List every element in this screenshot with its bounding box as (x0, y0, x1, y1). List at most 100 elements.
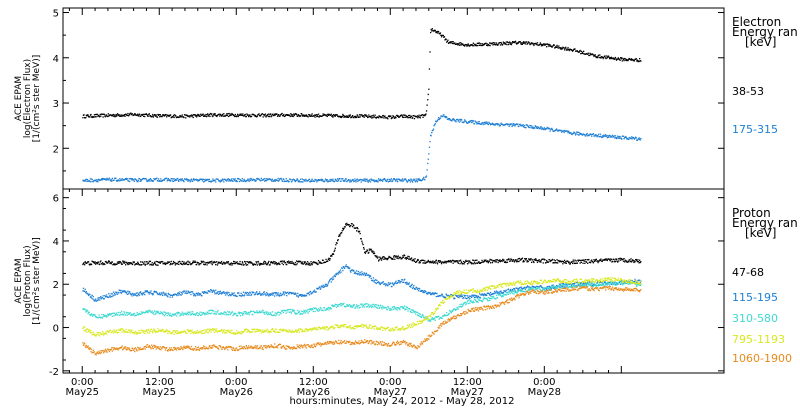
data-point (249, 262, 251, 264)
data-point (390, 307, 392, 310)
data-point (363, 115, 365, 117)
data-point (609, 58, 611, 60)
data-point (405, 282, 407, 284)
data-point (433, 125, 435, 127)
data-point (343, 179, 346, 181)
data-point (386, 258, 388, 260)
data-point (528, 289, 530, 291)
data-point (305, 295, 308, 297)
data-point (412, 309, 414, 312)
data-point (501, 260, 503, 262)
data-point (486, 261, 488, 263)
data-point (428, 68, 431, 70)
data-point (465, 44, 468, 46)
data-point (582, 262, 584, 264)
data-point (157, 310, 159, 313)
data-point (367, 304, 369, 307)
data-point (179, 314, 182, 316)
data-point (497, 261, 499, 264)
data-point (126, 312, 128, 314)
proton-legend-title: Proton (732, 206, 771, 220)
data-point (602, 57, 604, 60)
data-point (532, 288, 534, 290)
data-point (336, 114, 338, 116)
data-point (498, 123, 500, 125)
data-point (563, 259, 566, 261)
data-point (234, 261, 236, 263)
data-point (473, 294, 475, 296)
data-point (268, 294, 271, 296)
data-point (274, 263, 276, 265)
data-point (209, 115, 211, 118)
data-point (636, 139, 638, 141)
data-point (189, 179, 191, 182)
data-point (308, 114, 310, 116)
data-point (310, 114, 312, 116)
data-point (196, 294, 198, 296)
data-point (299, 293, 301, 296)
data-point (103, 113, 105, 115)
data-point (175, 294, 178, 296)
data-point (587, 285, 589, 287)
data-point (247, 261, 249, 263)
data-point (392, 179, 394, 181)
data-point (101, 113, 104, 115)
data-point (143, 113, 145, 116)
data-point (279, 294, 281, 296)
data-point (462, 304, 464, 306)
data-point (461, 305, 463, 308)
data-point (174, 180, 176, 182)
data-point (475, 44, 477, 46)
data-point (197, 292, 200, 294)
data-point (311, 264, 313, 266)
data-point (294, 312, 296, 314)
data-point (628, 58, 630, 60)
data-point (607, 135, 609, 137)
data-point (536, 44, 538, 46)
data-point (584, 262, 586, 264)
data-point (640, 261, 642, 263)
data-point (241, 313, 243, 315)
data-point (355, 115, 357, 118)
data-point (416, 261, 418, 263)
data-point (178, 293, 180, 295)
data-point (361, 115, 364, 118)
data-point (180, 294, 182, 296)
data-point (107, 262, 109, 264)
data-point (503, 259, 505, 261)
data-point (160, 294, 162, 296)
data-point (326, 283, 328, 286)
data-point (116, 332, 119, 334)
data-point (603, 56, 605, 59)
data-point (393, 116, 395, 118)
data-point (496, 43, 498, 45)
data-point (170, 260, 172, 263)
data-point (422, 262, 424, 264)
data-point (486, 294, 488, 297)
data-point (189, 291, 191, 293)
data-point (535, 125, 537, 128)
data-point (181, 178, 183, 180)
data-point (573, 285, 576, 287)
data-point (334, 274, 336, 276)
data-point (473, 301, 475, 304)
data-point (613, 136, 615, 138)
data-point (332, 114, 335, 116)
data-point (263, 292, 265, 294)
data-point (514, 260, 516, 262)
data-point (240, 113, 242, 115)
data-point (236, 295, 238, 297)
data-point (413, 311, 416, 313)
data-point (100, 260, 102, 262)
data-point (577, 259, 579, 261)
data-point (296, 313, 298, 315)
data-point (474, 298, 476, 300)
data-point (412, 258, 414, 261)
data-point (343, 305, 346, 307)
data-point (213, 113, 215, 115)
data-point (378, 260, 380, 262)
data-point (571, 286, 573, 288)
data-point (228, 292, 230, 294)
data-point (234, 113, 236, 116)
data-point (86, 115, 88, 117)
